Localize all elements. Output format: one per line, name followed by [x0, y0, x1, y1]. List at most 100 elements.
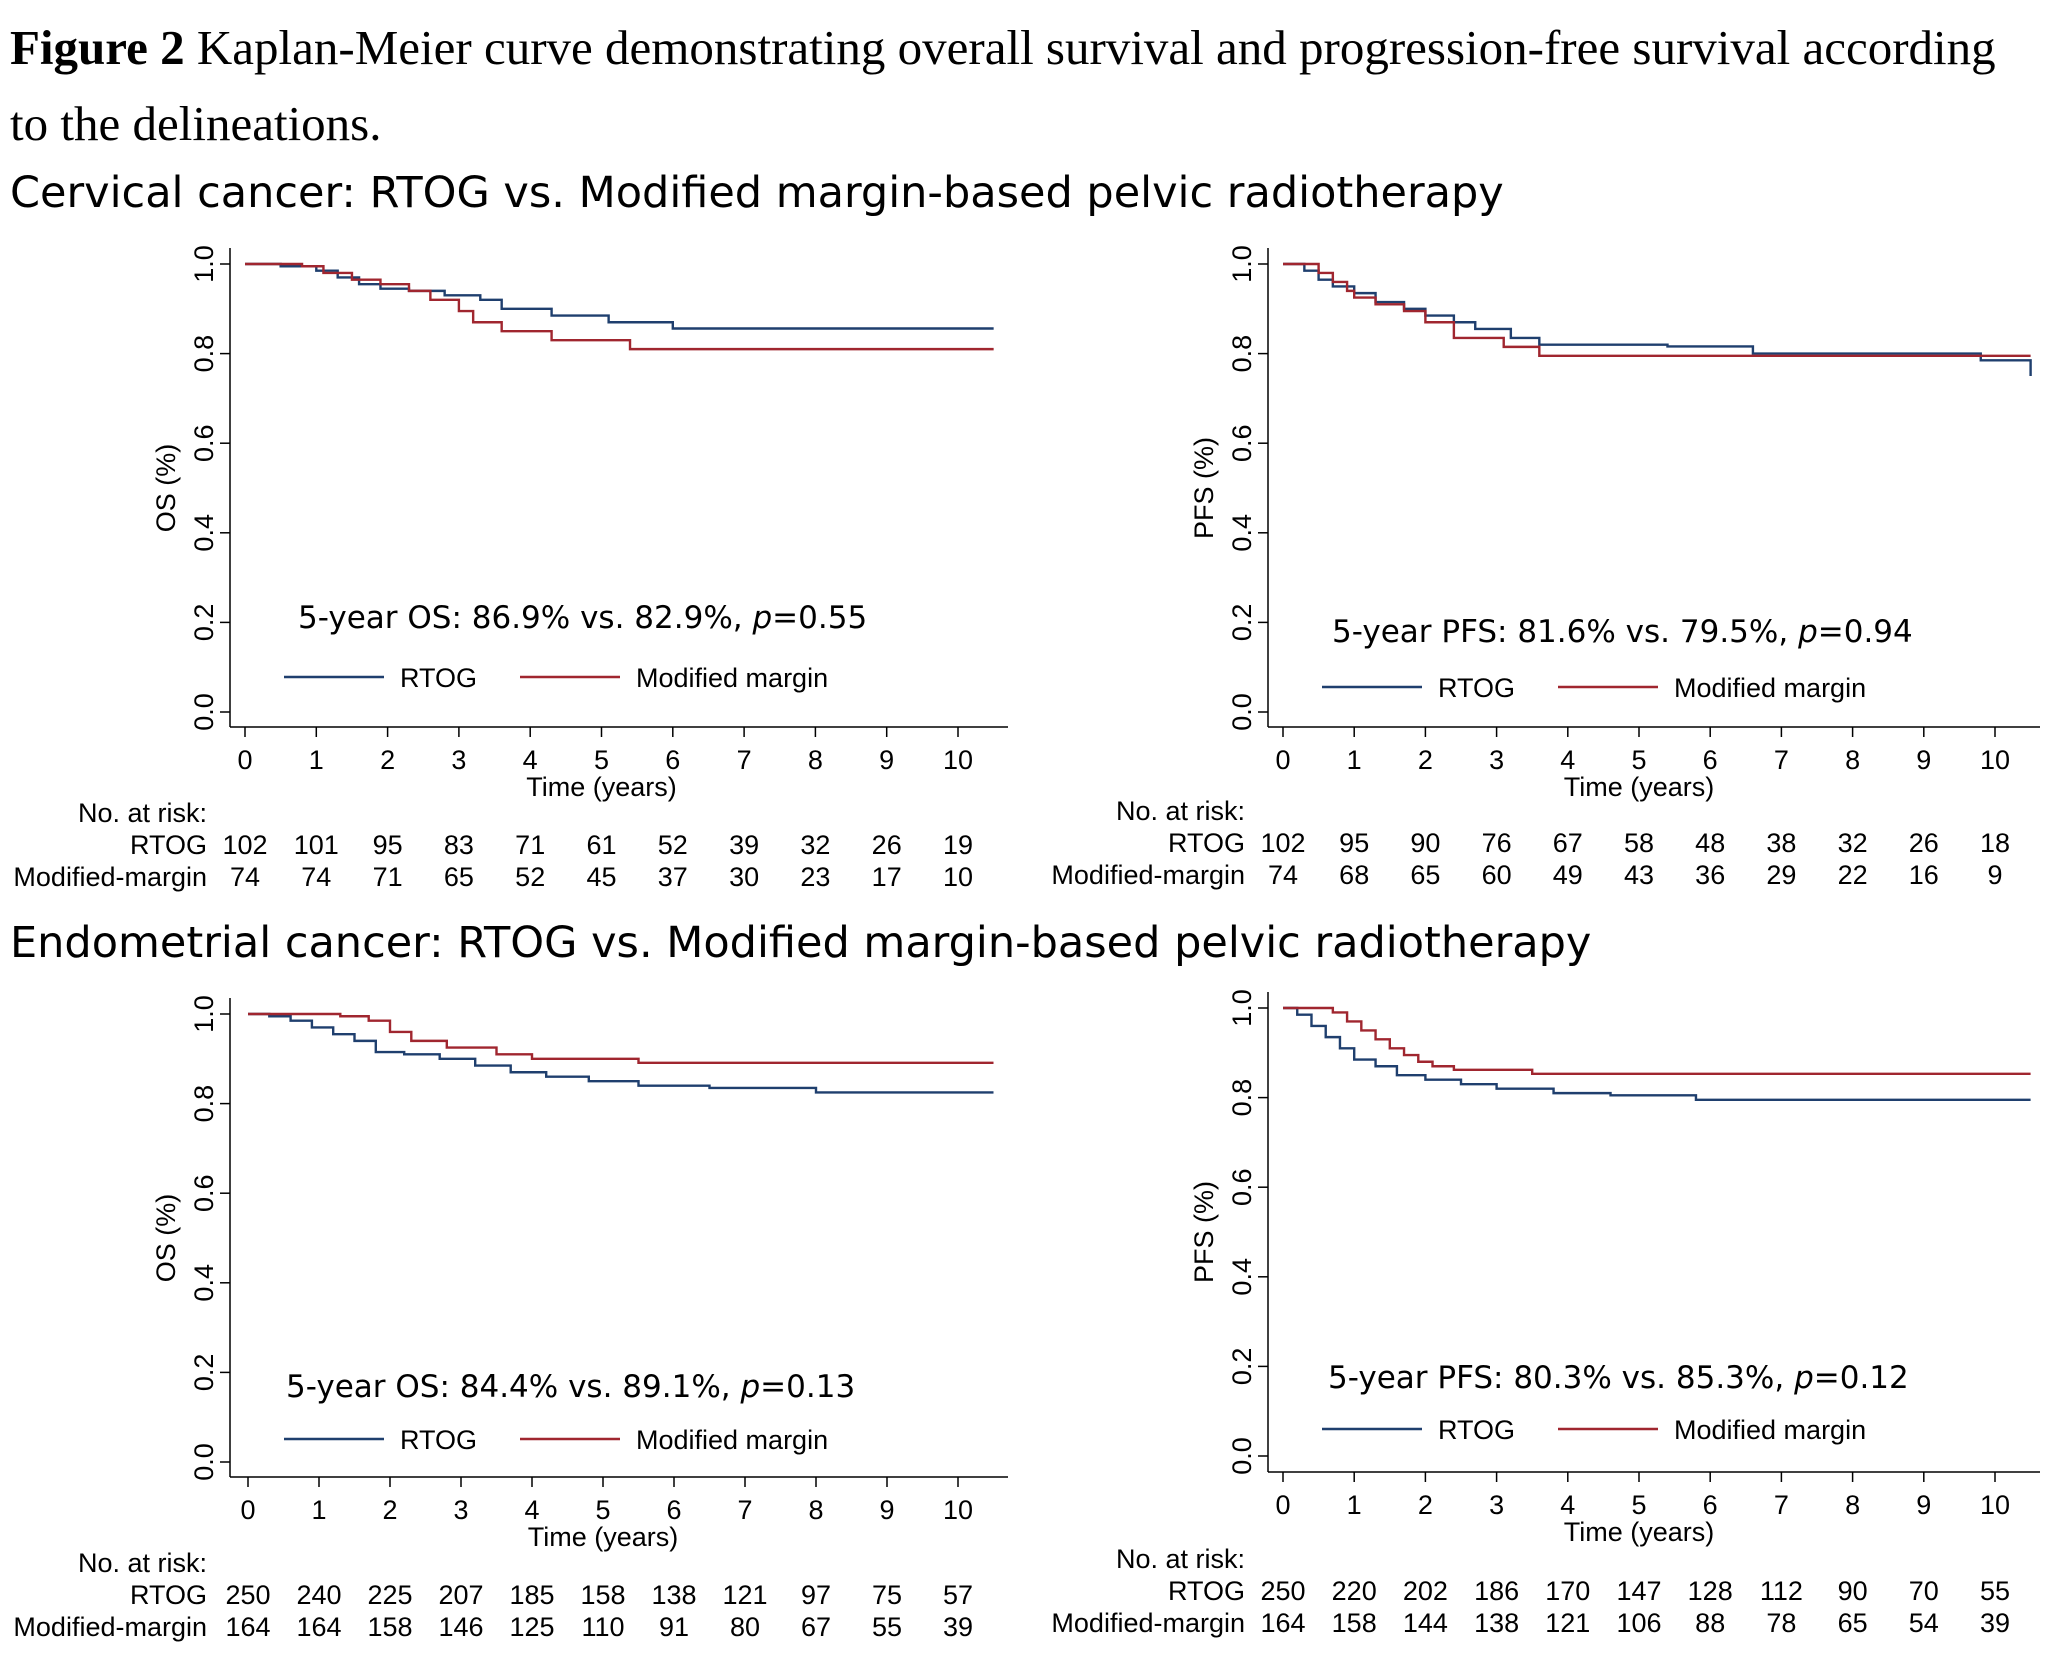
x-tick-label: 6 [1703, 1490, 1718, 1520]
risk-count: 125 [509, 1612, 554, 1642]
annotation-p: p [1793, 1360, 1814, 1396]
y-tick-label: 0.8 [1227, 335, 1257, 373]
risk-count: 39 [1980, 1608, 2010, 1638]
x-tick-label: 5 [595, 1495, 610, 1525]
risk-count: 102 [222, 830, 267, 860]
x-tick-label: 6 [665, 745, 680, 775]
risk-count: 29 [1766, 860, 1796, 890]
x-tick-label: 7 [1774, 1490, 1789, 1520]
risk-table-header: No. at risk: [1116, 1544, 1245, 1574]
annotation-text: 5-year PFS: 81.6% vs. 79.5%, [1332, 614, 1798, 650]
risk-count: 128 [1688, 1576, 1733, 1606]
risk-count: 225 [367, 1580, 412, 1610]
risk-count: 52 [515, 862, 545, 892]
y-tick-label: 0.6 [1227, 424, 1257, 462]
y-tick-label: 0.6 [1227, 1168, 1257, 1206]
x-tick-label: 4 [1560, 1490, 1575, 1520]
risk-count: 97 [801, 1580, 831, 1610]
risk-count: 22 [1838, 860, 1868, 890]
risk-count: 45 [586, 862, 616, 892]
annotation-text: 5-year OS: 84.4% vs. 89.1%, [286, 1369, 740, 1405]
risk-count: 78 [1766, 1608, 1796, 1638]
x-tick-label: 0 [1275, 1490, 1290, 1520]
x-tick-label: 2 [380, 745, 395, 775]
risk-count: 38 [1766, 828, 1796, 858]
x-tick-label: 7 [1774, 745, 1789, 775]
risk-count: 52 [658, 830, 688, 860]
risk-count: 68 [1339, 860, 1369, 890]
risk-count: 110 [581, 1612, 624, 1642]
km-chart-3: 0.00.20.40.60.81.0OS (%)0 1 2 3 4 5 6 7 8 9 10Time… [13, 995, 1008, 1642]
x-tick-label: 6 [1703, 745, 1718, 775]
risk-count: 74 [230, 862, 260, 892]
x-tick-label: 1 [1347, 1490, 1362, 1520]
risk-row-label: Modified-margin [1051, 1608, 1245, 1638]
x-tick-label: 4 [524, 1495, 539, 1525]
y-tick-label: 0.4 [1227, 1258, 1257, 1296]
risk-count: 250 [225, 1580, 270, 1610]
x-tick-label: 9 [1916, 1490, 1931, 1520]
y-tick-label: 0.0 [1227, 693, 1257, 731]
x-tick-label: 9 [1916, 745, 1931, 775]
risk-count: 18 [1980, 828, 2010, 858]
x-tick-label: 8 [808, 1495, 823, 1525]
risk-count: 112 [1760, 1576, 1803, 1606]
annotation-p: p [1797, 614, 1818, 650]
x-tick-label: 10 [1980, 745, 2010, 775]
annotation-p-value: =0.94 [1818, 614, 1913, 650]
risk-row-label: RTOG [1168, 828, 1245, 858]
x-tick-label: 7 [737, 1495, 752, 1525]
risk-count: 9 [1987, 860, 2002, 890]
rtog-survival-curve [1283, 1006, 2031, 1102]
modified-margin-survival-curve [1283, 1006, 2031, 1076]
y-tick-label: 0.8 [1227, 1079, 1257, 1117]
risk-count: 164 [296, 1612, 341, 1642]
y-tick-label: 0.0 [1227, 1437, 1257, 1475]
x-tick-label: 4 [1560, 745, 1575, 775]
risk-count: 144 [1403, 1608, 1448, 1638]
risk-count: 74 [1268, 860, 1298, 890]
legend-label-rtog: RTOG [400, 1425, 477, 1455]
risk-count: 60 [1482, 860, 1512, 890]
x-tick-label: 3 [451, 745, 466, 775]
x-tick-label: 5 [594, 745, 609, 775]
x-axis-label: Time (years) [1564, 772, 1715, 802]
risk-count: 90 [1410, 828, 1440, 858]
risk-count: 67 [801, 1612, 831, 1642]
y-axis-label: PFS (%) [1189, 1181, 1219, 1283]
legend-label-modified-margin: Modified margin [636, 1425, 828, 1455]
risk-count: 101 [294, 830, 339, 860]
y-tick-label: 0.6 [189, 424, 219, 462]
five-year-annotation: 5-year PFS: 81.6% vs. 79.5%, p=0.94 [1332, 614, 1913, 650]
risk-count: 70 [1909, 1576, 1939, 1606]
x-tick-label: 0 [237, 745, 252, 775]
section-title-endometrial: Endometrial cancer: RTOG vs. Modified ma… [10, 918, 1592, 968]
risk-row-label: Modified-margin [13, 862, 207, 892]
annotation-p: p [751, 600, 772, 636]
risk-count: 75 [872, 1580, 902, 1610]
y-axis-label: PFS (%) [1189, 437, 1219, 539]
x-tick-label: 9 [879, 1495, 894, 1525]
risk-count: 74 [301, 862, 331, 892]
risk-table-header: No. at risk: [78, 1548, 207, 1578]
x-tick-label: 5 [1631, 745, 1646, 775]
y-tick-label: 1.0 [189, 995, 219, 1033]
risk-count: 95 [373, 830, 403, 860]
risk-table-header: No. at risk: [1116, 796, 1245, 826]
risk-table-header: No. at risk: [78, 798, 207, 828]
risk-count: 30 [729, 862, 759, 892]
five-year-annotation: 5-year OS: 84.4% vs. 89.1%, p=0.13 [286, 1369, 855, 1405]
risk-count: 26 [872, 830, 902, 860]
x-tick-label: 5 [1631, 1490, 1646, 1520]
y-tick-label: 0.2 [189, 604, 219, 642]
x-tick-label: 9 [879, 745, 894, 775]
risk-count: 138 [651, 1580, 696, 1610]
risk-count: 185 [509, 1580, 554, 1610]
figure-caption: Figure 2 Kaplan-Meier curve demonstratin… [10, 10, 2040, 162]
risk-count: 49 [1553, 860, 1583, 890]
risk-count: 65 [1838, 1608, 1868, 1638]
y-tick-label: 0.0 [189, 693, 219, 731]
risk-count: 37 [658, 862, 688, 892]
modified-margin-survival-curve [248, 1012, 994, 1065]
